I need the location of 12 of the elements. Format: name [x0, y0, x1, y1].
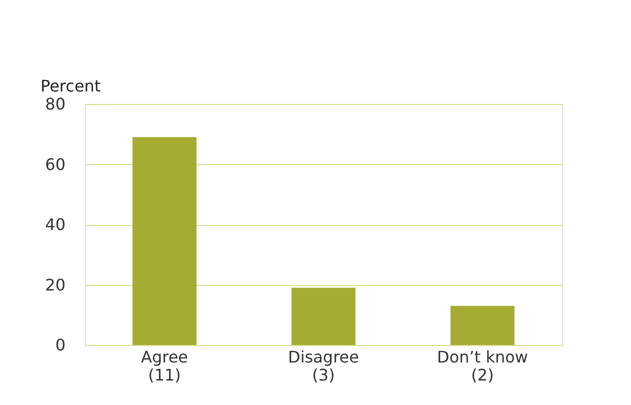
bar: [292, 288, 356, 345]
bar: [132, 137, 196, 345]
y-tick-label: 80: [45, 94, 66, 114]
x-tick-label: Disagree (3): [288, 348, 359, 384]
y-tick-label: 40: [45, 215, 66, 234]
y-tick-label: 60: [45, 154, 66, 174]
x-tick-label: Don’t know (2): [437, 348, 528, 384]
y-tick-label: 0: [55, 336, 66, 354]
x-tick-label: Agree (11): [140, 348, 188, 384]
y-axis-title: Percent: [40, 76, 101, 96]
bar: [450, 306, 514, 345]
y-tick-label: 20: [45, 275, 66, 294]
